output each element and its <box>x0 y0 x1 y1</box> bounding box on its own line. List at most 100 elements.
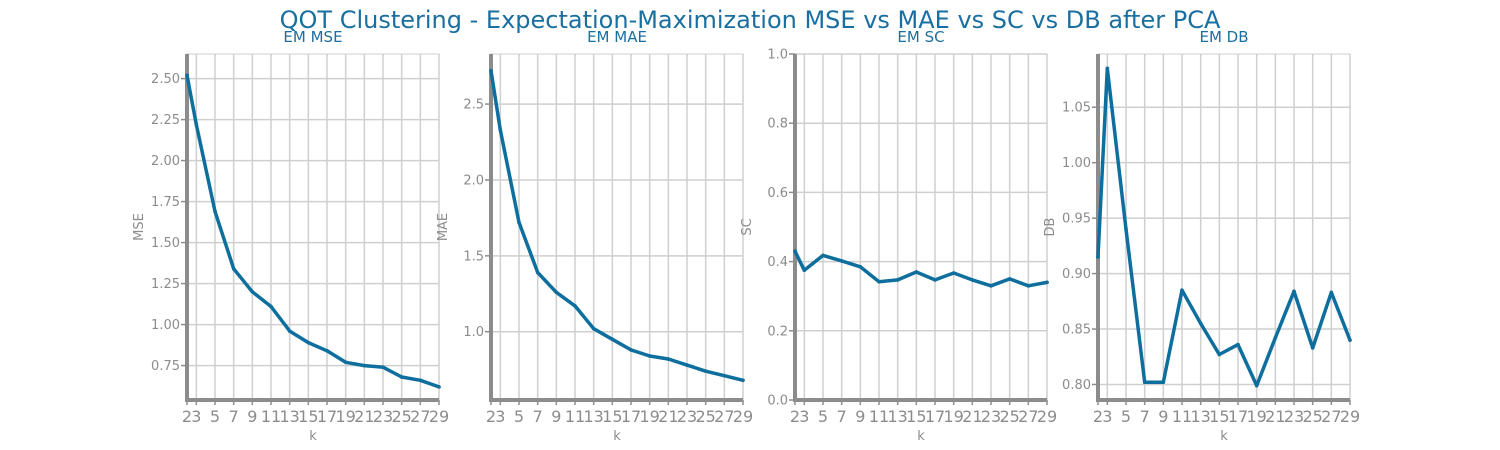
y-tick-label: 0.75 <box>151 359 180 374</box>
x-tick-label: 11 <box>261 407 281 426</box>
x-tick-label: 9 <box>247 407 257 426</box>
data-point <box>517 220 521 225</box>
data-point <box>703 369 708 373</box>
x-tick-label: 15 <box>602 407 622 426</box>
x-tick-label: 21 <box>1265 407 1285 426</box>
subplot-db: 0.800.850.900.951.001.052 3 5 7 9 11131517192… <box>1043 28 1360 444</box>
x-tick-label: 9 <box>855 407 865 426</box>
x-tick-label: 7 <box>1140 407 1150 426</box>
data-point <box>970 278 975 282</box>
data-point <box>213 209 217 214</box>
x-tick-label: 19 <box>943 407 963 426</box>
x-tick-label: 3 <box>495 407 505 426</box>
data-point <box>1254 383 1259 388</box>
x-tick-label: 29 <box>1037 407 1057 426</box>
data-point <box>194 122 199 127</box>
x-tick-label: 27 <box>410 407 430 426</box>
x-tick-label: 3 <box>191 407 201 426</box>
data-point <box>1124 227 1128 232</box>
x-tick-label: 17 <box>1228 407 1248 426</box>
x-tick-label: 13 <box>887 407 907 426</box>
x-tick-label: 7 <box>837 407 847 426</box>
x-tick-label: 25 <box>391 407 411 426</box>
data-point <box>325 349 329 353</box>
data-point <box>343 360 348 365</box>
figure-title: QOT Clustering - Expectation-Maximizatio… <box>280 6 1221 34</box>
data-point <box>269 304 273 309</box>
data-point <box>877 279 881 284</box>
y-tick-label: 0.0 <box>767 394 788 409</box>
x-tick-label: 25 <box>695 407 715 426</box>
x-tick-label: 5 <box>818 407 828 426</box>
data-point <box>1198 321 1203 326</box>
y-tick-label: 1.25 <box>151 277 180 292</box>
data-point <box>647 354 652 358</box>
y-tick-label: 0.8 <box>767 117 788 132</box>
x-tick-label: 21 <box>354 407 374 426</box>
data-point <box>914 270 919 274</box>
data-point <box>1161 380 1166 385</box>
subplot-grid: 0.751.001.251.501.752.002.252.502 3 5 7 9 111… <box>132 28 1360 444</box>
data-point <box>666 357 671 361</box>
data-point <box>535 270 540 275</box>
x-axis-label: k <box>309 429 317 444</box>
x-tick-label: 3 <box>1102 407 1112 426</box>
subplot-title: EM MAE <box>587 28 647 46</box>
data-point <box>489 68 493 73</box>
x-tick-label: 15 <box>1209 407 1229 426</box>
data-point <box>306 340 311 345</box>
x-tick-label: 29 <box>429 407 449 426</box>
x-tick-label: 21 <box>658 407 678 426</box>
y-tick-label: 0.4 <box>767 255 788 270</box>
x-tick-label: 11 <box>565 407 585 426</box>
data-point <box>933 278 937 282</box>
y-tick-label: 2.25 <box>151 113 180 128</box>
data-point <box>1236 342 1240 347</box>
x-tick-label: 9 <box>1158 407 1168 426</box>
data-point <box>437 385 441 389</box>
y-tick-label: 1.75 <box>151 195 180 210</box>
data-point <box>591 326 596 331</box>
x-tick-label: 15 <box>906 407 926 426</box>
x-tick-label: 3 <box>799 407 809 426</box>
x-tick-label: 25 <box>1302 407 1322 426</box>
x-tick-label: 19 <box>639 407 659 426</box>
x-tick-label: 11 <box>869 407 889 426</box>
data-point <box>989 284 993 288</box>
data-point <box>362 363 367 368</box>
x-tick-label: 17 <box>317 407 337 426</box>
data-point <box>629 348 633 352</box>
data-point <box>1292 289 1296 294</box>
y-axis-label: MAE <box>436 213 451 241</box>
x-tick-label: 2 <box>486 407 496 426</box>
y-tick-label: 2.50 <box>151 72 180 87</box>
data-point <box>685 363 689 367</box>
data-point <box>802 268 807 273</box>
data-point <box>250 289 255 294</box>
data-point <box>1096 255 1100 259</box>
subplot-title: EM MSE <box>283 28 342 46</box>
data-point <box>185 73 189 78</box>
x-tick-label: 7 <box>533 407 543 426</box>
data-point <box>1310 346 1315 350</box>
x-tick-label: 27 <box>714 407 734 426</box>
x-tick-label: 23 <box>677 407 697 426</box>
x-axis-label: k <box>917 429 925 444</box>
x-axis-label: k <box>1220 429 1228 444</box>
data-point <box>1007 277 1012 281</box>
data-point <box>399 375 404 379</box>
y-tick-label: 2.0 <box>463 173 484 188</box>
x-tick-label: 23 <box>373 407 393 426</box>
data-point <box>722 373 727 378</box>
y-tick-label: 1.0 <box>463 325 484 340</box>
x-tick-label: 15 <box>298 407 318 426</box>
y-tick-label: 0.80 <box>1062 378 1091 393</box>
x-tick-label: 21 <box>962 407 982 426</box>
y-tick-label: 2.00 <box>151 154 180 169</box>
data-point <box>839 259 844 263</box>
x-tick-label: 27 <box>1321 407 1341 426</box>
y-tick-label: 1.00 <box>1062 156 1091 171</box>
data-point <box>858 264 863 269</box>
y-tick-label: 0.6 <box>767 186 788 201</box>
